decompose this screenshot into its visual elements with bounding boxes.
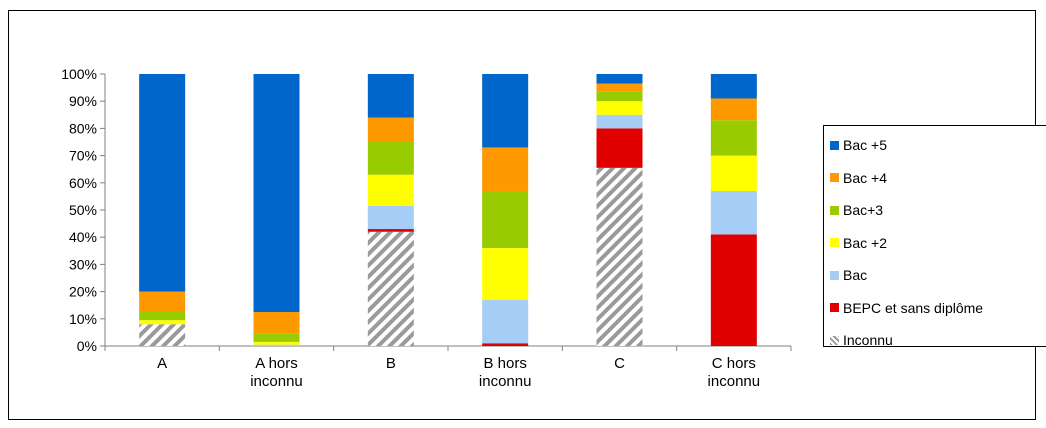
- legend-swatch: [830, 270, 839, 280]
- bar-segment: [710, 120, 757, 156]
- x-category-label: B hors inconnu: [479, 355, 532, 390]
- bar-segment: [367, 74, 414, 118]
- bar-segment: [139, 312, 186, 321]
- y-tick-label: 80%: [69, 120, 97, 136]
- bar-segment: [253, 333, 300, 342]
- x-category-label-line: inconnu: [479, 373, 532, 390]
- bar-segment: [710, 190, 757, 235]
- bar-segment: [253, 341, 300, 345]
- chart-plot: 0% 10% 20% 30% 40% 50% 60% 70% 80% 90% 100% A A hors…: [61, 66, 792, 390]
- bar-segment: [482, 248, 529, 300]
- bar-segment: [596, 83, 643, 92]
- legend-item: Bac+3: [830, 200, 883, 220]
- bar-segment: [253, 312, 300, 334]
- bar-segment: [596, 167, 643, 346]
- y-tick-label: 10%: [69, 311, 97, 327]
- x-category-label-line: A hors: [255, 355, 298, 372]
- legend-label: Bac +2: [843, 234, 887, 251]
- bar-segment: [596, 101, 643, 115]
- x-category-label: A hors inconnu: [250, 355, 303, 390]
- y-tick-label: 20%: [69, 284, 97, 300]
- bar-segment: [139, 324, 186, 346]
- y-tick-label: 90%: [69, 93, 97, 109]
- legend-swatch: [830, 303, 839, 312]
- y-tick-label: 70%: [69, 148, 97, 164]
- x-category-label: C hors inconnu: [708, 355, 761, 390]
- x-category-label-line: C hors: [712, 355, 756, 372]
- x-category-label: A: [157, 355, 167, 372]
- bar-segment: [482, 147, 529, 191]
- bar-segment: [482, 190, 529, 249]
- x-category-label-line: inconnu: [708, 373, 761, 390]
- bar-segment: [367, 117, 414, 142]
- legend-item: Bac +5: [830, 135, 887, 155]
- legend: Bac +5 Bac +4 Bac+3 Bac +2 Bac BEPC et sans d…: [823, 125, 1046, 350]
- y-tick-label: 30%: [69, 256, 97, 272]
- legend-label: Bac: [843, 267, 868, 283]
- legend-label: Bac +5: [843, 137, 887, 153]
- bar-segment: [596, 128, 643, 168]
- bar-segment: [253, 74, 300, 312]
- legend-item: Bac +2: [830, 233, 887, 253]
- y-tick-label: 100%: [61, 66, 97, 82]
- x-category-label: B: [386, 355, 396, 372]
- legend-swatch: [830, 173, 839, 182]
- bar-segment: [367, 142, 414, 175]
- bar-segment: [253, 344, 300, 346]
- y-tick-label: 0%: [77, 338, 97, 354]
- bar-segment: [710, 74, 757, 99]
- legend-swatch: [830, 238, 839, 247]
- bar-segment: [596, 91, 643, 102]
- chart-area: 0% 10% 20% 30% 40% 50% 60% 70% 80% 90% 100% A A hors…: [8, 10, 1046, 420]
- legend-swatch: [830, 335, 839, 345]
- x-category-label-line: B: [386, 355, 396, 372]
- x-category-label: C: [614, 355, 625, 372]
- bar-segment: [482, 74, 529, 148]
- x-category-label-line: B hors: [483, 355, 526, 372]
- bar-segment: [139, 74, 186, 292]
- y-tick-label: 60%: [69, 175, 97, 191]
- x-category-label-line: inconnu: [250, 373, 303, 390]
- bar-segment: [367, 205, 414, 230]
- bar-segment: [482, 343, 529, 346]
- bar-segment: [139, 291, 186, 312]
- legend-item: BEPC et sans diplôme: [830, 298, 983, 318]
- legend-label: BEPC et sans diplôme: [843, 299, 984, 316]
- y-tick-label: 50%: [69, 202, 97, 218]
- x-category-label-line: A: [157, 355, 167, 372]
- legend-label: Bac +4: [843, 169, 887, 186]
- bar-segment: [596, 74, 643, 84]
- x-category-label-line: C: [614, 355, 625, 372]
- bar-segment: [367, 231, 414, 346]
- bar-segment: [367, 229, 414, 232]
- bar-segment: [710, 155, 757, 191]
- bar-segment: [139, 320, 186, 325]
- legend-label: Inconnu: [843, 332, 893, 348]
- bar-segment: [596, 114, 643, 129]
- bar-segment: [710, 98, 757, 121]
- legend-item: Bac: [830, 265, 867, 285]
- legend-item: Bac +4: [830, 168, 887, 188]
- y-tick-label: 40%: [69, 229, 97, 245]
- bar-segment: [367, 174, 414, 206]
- legend-swatch: [830, 205, 839, 215]
- bar-segment: [710, 234, 757, 346]
- legend-swatch: [830, 140, 839, 150]
- legend-label: Bac+3: [843, 202, 884, 218]
- legend-item: Inconnu: [830, 330, 893, 350]
- bar-segment: [482, 299, 529, 344]
